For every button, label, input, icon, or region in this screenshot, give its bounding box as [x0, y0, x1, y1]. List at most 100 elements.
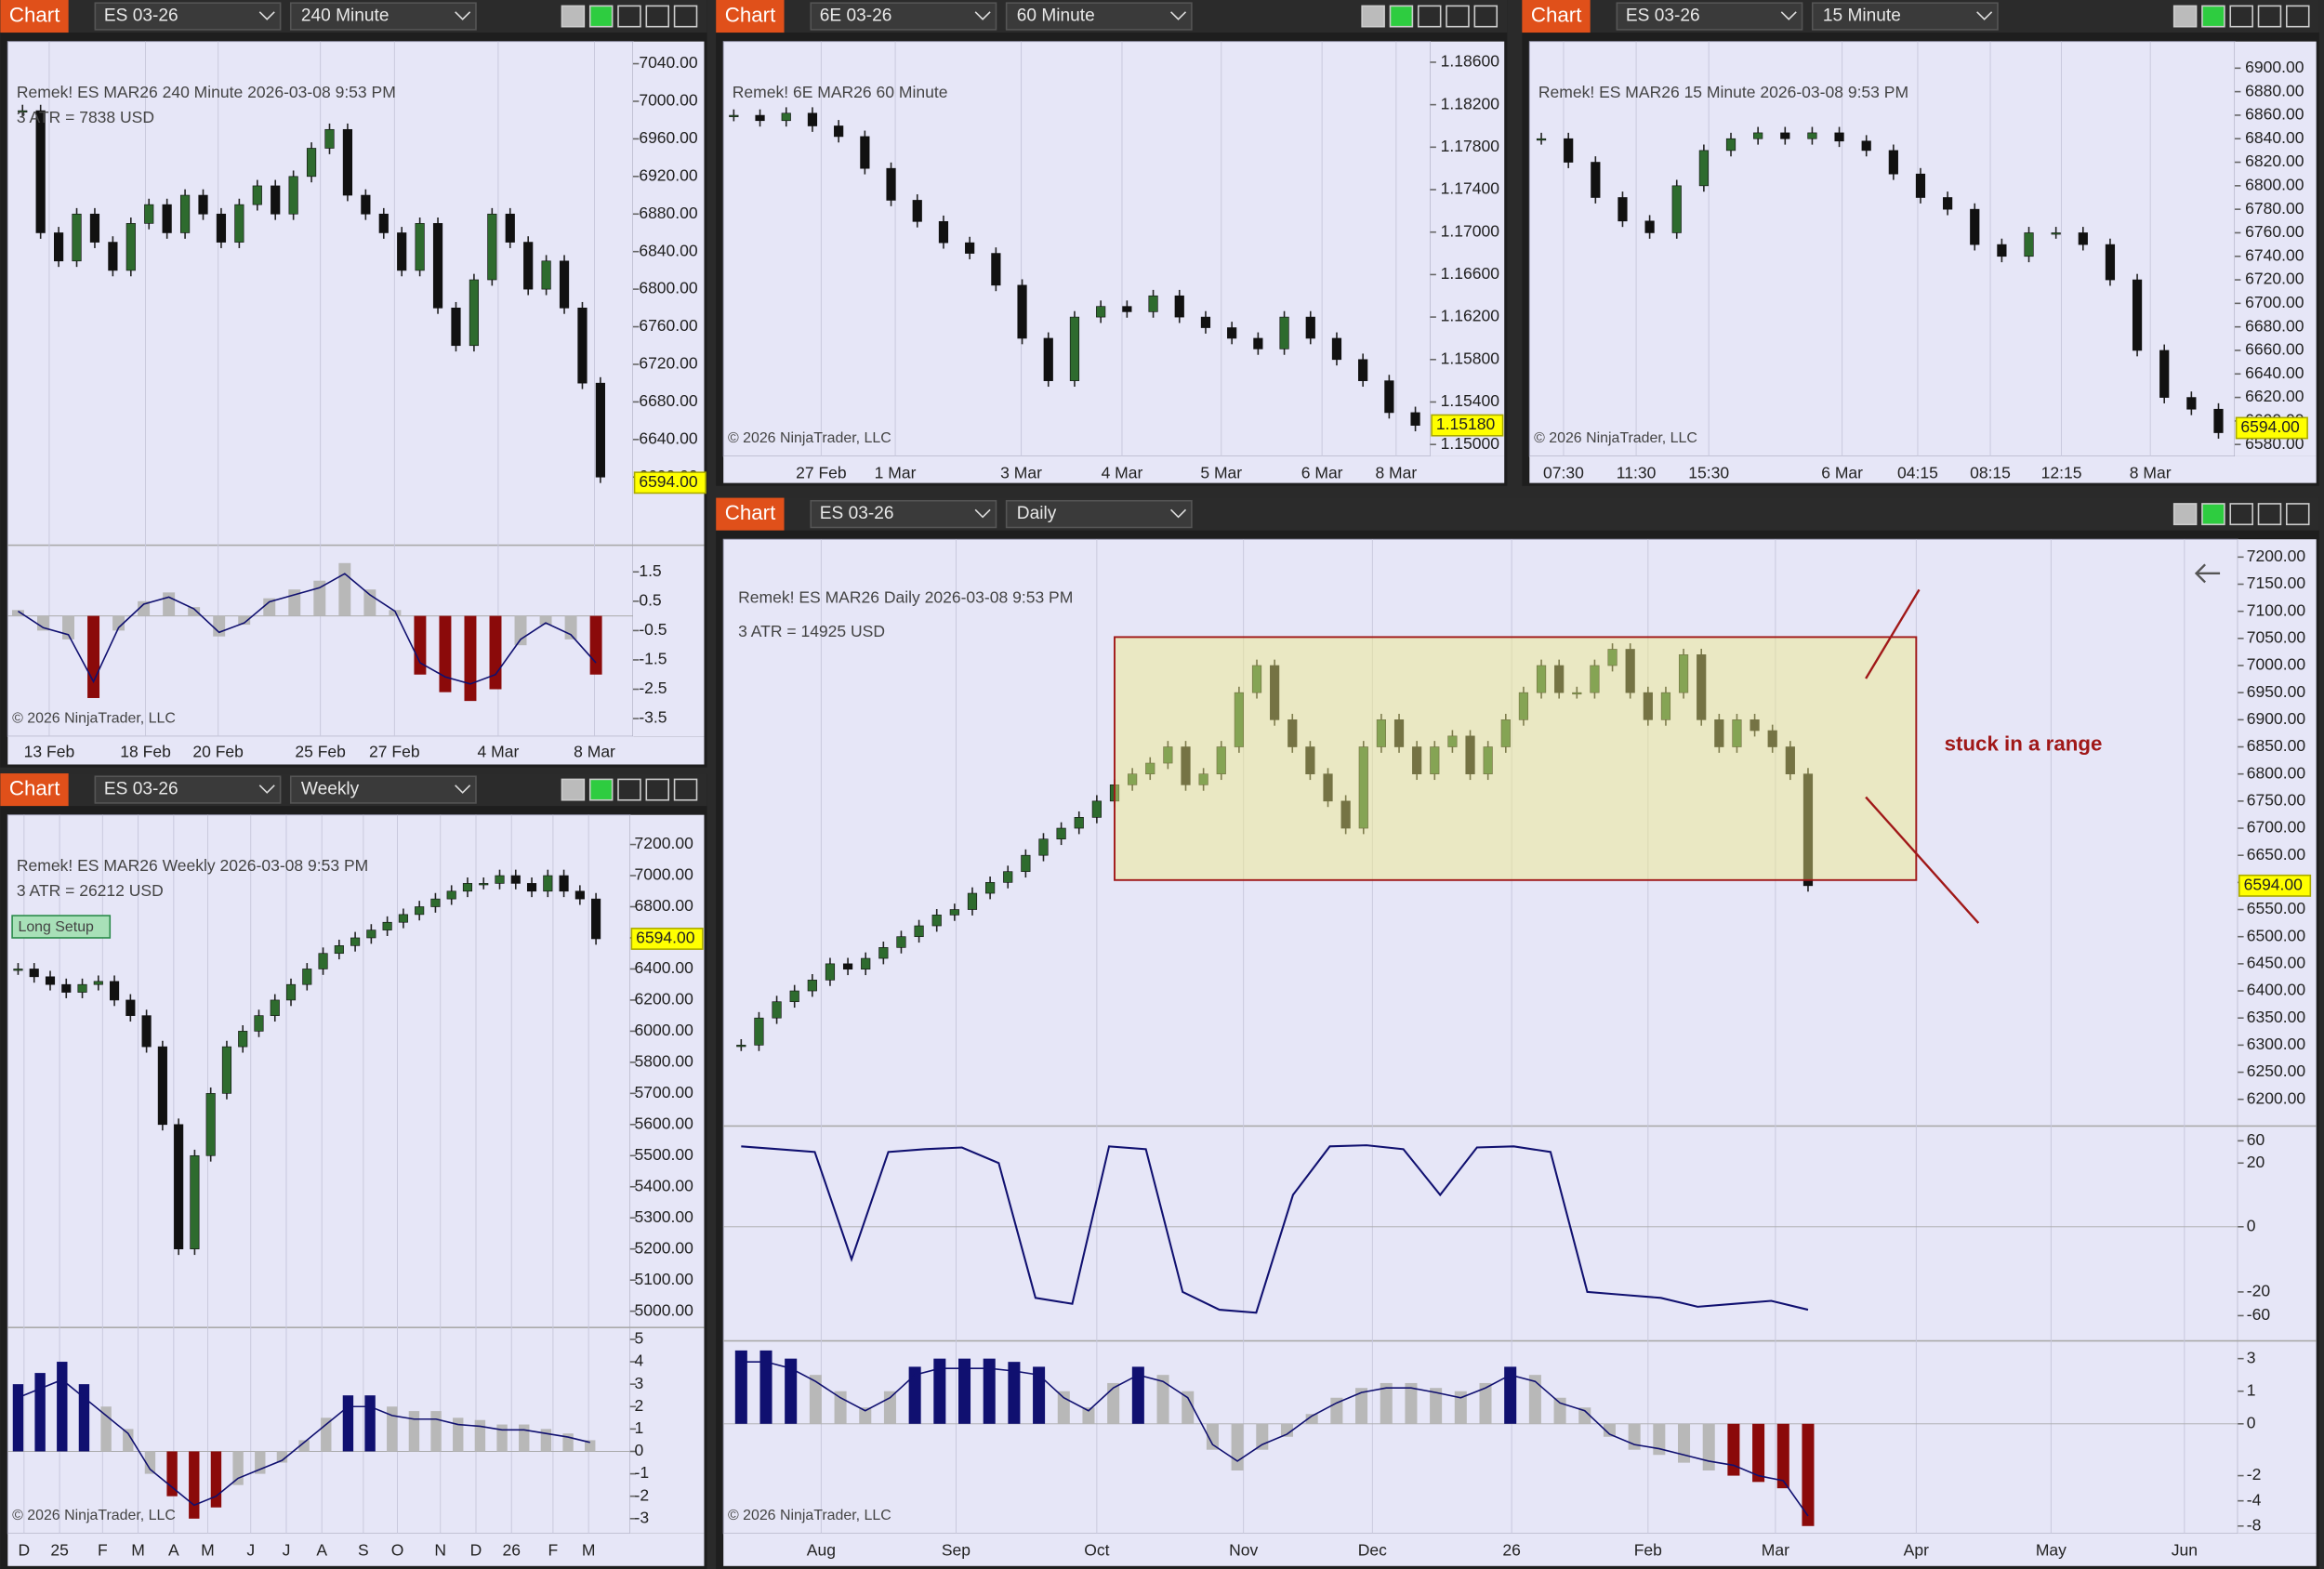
window-button-close[interactable] [2286, 503, 2310, 526]
candle [591, 898, 601, 940]
chart-tab[interactable] [1522, 0, 1591, 33]
price-label: 6880.00 [2245, 81, 2304, 99]
window-button-max[interactable] [645, 5, 670, 28]
price-label: 6860.00 [2245, 105, 2304, 124]
window-button-link[interactable] [1389, 5, 1414, 28]
last-price: 1.15180 [1436, 415, 1496, 433]
window-button-minimize[interactable] [2172, 5, 2198, 28]
window-button-minimize[interactable] [561, 5, 586, 28]
histogram-bar [496, 1424, 508, 1452]
window-button-close[interactable] [1473, 5, 1499, 28]
instrument: ES 03-26 [104, 780, 178, 799]
interval-dropdown[interactable] [1811, 2, 1999, 31]
chart-pane [1528, 41, 2236, 457]
window-button-min[interactable] [2229, 5, 2253, 28]
window-button-min[interactable] [2229, 503, 2253, 526]
time-label: 12:15 [2041, 464, 2082, 482]
time-label: Dec [1358, 1540, 1387, 1559]
histogram-bar [1231, 1423, 1244, 1471]
histogram-bar [1033, 1366, 1046, 1424]
window-button-minimize[interactable] [1361, 5, 1385, 28]
candle [1253, 337, 1263, 349]
interval-dropdown[interactable] [1005, 2, 1193, 31]
interval-dropdown[interactable] [1005, 499, 1193, 529]
candle [2186, 397, 2197, 410]
chart-tab[interactable] [716, 0, 785, 33]
window-button-minimize[interactable] [561, 778, 586, 801]
window-button-max[interactable] [2257, 503, 2282, 526]
interval-dropdown[interactable] [289, 775, 477, 804]
histogram-bar [1553, 1397, 1566, 1424]
chart-tab[interactable] [0, 773, 69, 807]
time-label: 27 Feb [369, 742, 420, 760]
price-label: 6620.00 [2245, 387, 2304, 405]
instrument-dropdown[interactable] [94, 2, 282, 31]
histogram-bar [1727, 1423, 1740, 1476]
window-button-min[interactable] [617, 778, 641, 801]
instrument-dropdown[interactable] [94, 775, 282, 804]
candle [1021, 854, 1031, 873]
histogram-bar [1528, 1375, 1541, 1424]
window-button-max[interactable] [2257, 5, 2282, 28]
window-button-link[interactable] [588, 5, 614, 28]
price-axis [2235, 41, 2317, 456]
window-button-min[interactable] [1417, 5, 1442, 28]
candle [1447, 735, 1458, 747]
candle [2132, 279, 2143, 351]
histogram-bar [809, 1375, 822, 1424]
price-label: 6800.00 [2245, 175, 2304, 193]
instrument-dropdown[interactable] [810, 499, 997, 529]
interval-dropdown[interactable] [289, 2, 477, 31]
time-label: 8 Mar [574, 742, 615, 760]
window-button-close[interactable] [673, 5, 698, 28]
price-label: 6200.00 [635, 990, 694, 1009]
time-label: Mar [1762, 1540, 1789, 1559]
chart-tab-label: Chart [1531, 3, 1582, 26]
indicator-label: 1 [2247, 1380, 2256, 1399]
price-label: 1.15400 [1441, 391, 1500, 410]
window-button-link[interactable] [588, 778, 614, 801]
histogram-bar [1578, 1407, 1591, 1424]
window-button-min[interactable] [617, 5, 641, 28]
window-button-link[interactable] [2201, 5, 2225, 28]
time-label: D [19, 1540, 31, 1559]
histogram-bar [138, 600, 151, 616]
candle [190, 1154, 200, 1250]
candle [366, 930, 376, 939]
histogram-bar [1107, 1382, 1120, 1424]
candle [495, 875, 505, 884]
chart-header: 3 ATR = 7838 USD [17, 108, 154, 126]
candle [861, 957, 871, 970]
window-button-link[interactable] [2201, 503, 2225, 526]
back-arrow[interactable] [2194, 563, 2221, 584]
window-button-minimize[interactable] [2172, 503, 2198, 526]
candle [2105, 244, 2116, 281]
time-label: 1 Mar [875, 464, 917, 482]
time-label: Sep [942, 1540, 971, 1559]
annotation: stuck in a range [1945, 732, 2103, 756]
candle [1888, 150, 1898, 175]
window-button-close[interactable] [673, 778, 698, 801]
price-label: 5000.00 [635, 1300, 694, 1319]
time-label: F [98, 1540, 108, 1559]
instrument-dropdown[interactable] [1616, 2, 1803, 31]
chart-header: 3 ATR = 14925 USD [738, 622, 885, 640]
interval: 15 Minute [1823, 7, 1901, 26]
candle [1358, 359, 1368, 381]
chart-tab[interactable] [0, 0, 69, 33]
candle [198, 194, 208, 215]
candle [523, 242, 534, 290]
chart-tab[interactable] [716, 497, 785, 531]
window-button-max[interactable] [645, 778, 670, 801]
price-label: 6820.00 [2245, 152, 2304, 170]
instrument-dropdown[interactable] [810, 2, 997, 31]
candle [221, 1046, 232, 1094]
candle [1270, 665, 1280, 720]
instrument: ES 03-26 [820, 504, 894, 523]
window-button-max[interactable] [1446, 5, 1470, 28]
price-label: 6760.00 [2245, 222, 2304, 241]
window-button-close[interactable] [2286, 5, 2310, 28]
dropdown-arrow [1976, 11, 1993, 20]
price-label: 6640.00 [2245, 363, 2304, 382]
candle [53, 232, 64, 262]
